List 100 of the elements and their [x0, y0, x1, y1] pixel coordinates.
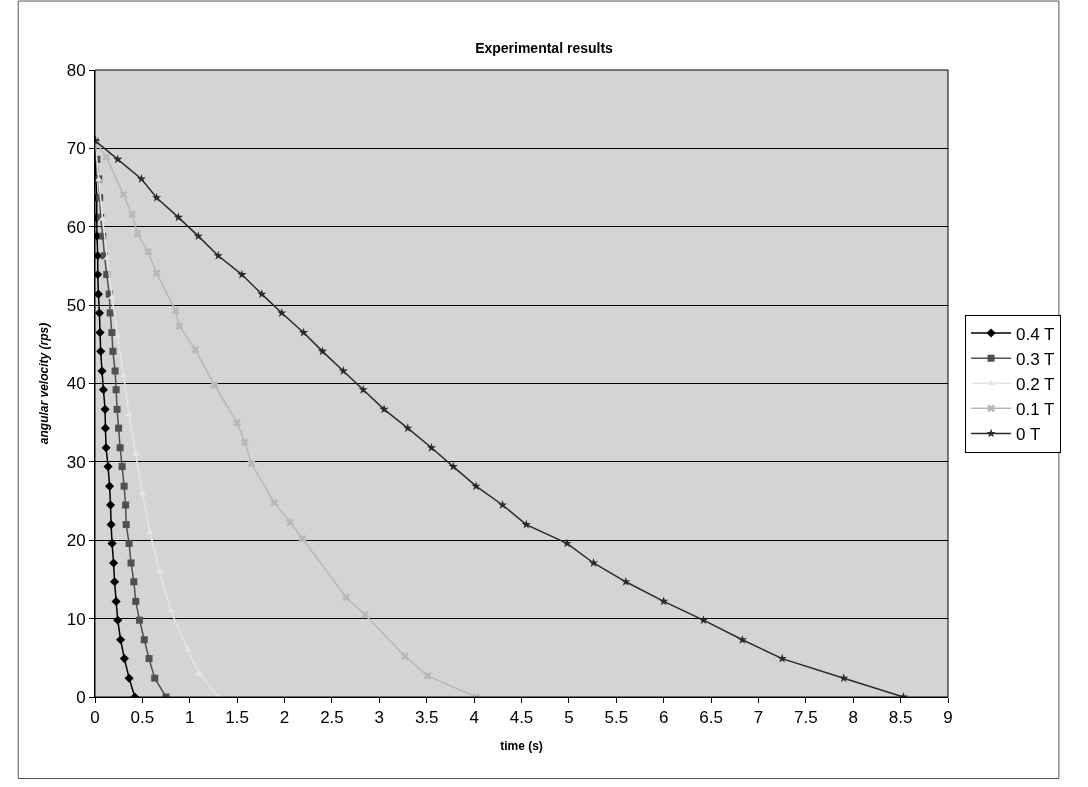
x-tick-label: 9 [943, 708, 953, 728]
point [144, 247, 153, 256]
x-tick-label: 2.5 [320, 708, 344, 728]
point [127, 559, 135, 567]
point [152, 269, 161, 277]
y-tick-label: 60 [66, 217, 86, 237]
point [210, 381, 219, 390]
point [379, 404, 389, 414]
point [100, 404, 110, 414]
point [562, 538, 572, 548]
point [113, 405, 121, 413]
point [96, 346, 106, 356]
point [130, 578, 138, 586]
point [361, 610, 370, 619]
point [317, 346, 328, 356]
point [423, 671, 432, 680]
x-tick-label: 1 [185, 708, 195, 728]
point [110, 577, 120, 587]
point [136, 616, 144, 624]
point [240, 438, 249, 447]
legend-label: 0.3 T [1016, 349, 1055, 369]
point [122, 521, 130, 529]
y-tick-label: 0 [76, 687, 86, 707]
point [151, 192, 162, 202]
point [257, 289, 267, 299]
point [122, 501, 130, 509]
point [108, 329, 116, 337]
point [125, 539, 133, 547]
point [95, 289, 103, 299]
x-tick-label: 0.5 [130, 708, 155, 728]
x-tick-label: 5.5 [604, 708, 629, 728]
legend-label: 0.4 T [1016, 324, 1055, 344]
y-axis-title: angular velocity (rps) [36, 322, 51, 445]
point [298, 327, 309, 337]
point [247, 459, 256, 468]
point [151, 674, 159, 682]
y-tick-label: 30 [66, 452, 86, 472]
y-tick-label: 80 [66, 60, 86, 80]
point [426, 442, 437, 452]
x-tick-label: 8 [848, 708, 858, 728]
y-tick-label: 50 [66, 296, 86, 316]
point [400, 652, 409, 661]
point [112, 386, 120, 394]
point [659, 596, 669, 606]
point [277, 308, 287, 317]
point [173, 212, 184, 222]
point [448, 461, 458, 471]
point [191, 345, 200, 354]
point [113, 154, 123, 164]
point [118, 463, 126, 471]
x-tick-label: 3 [374, 708, 385, 728]
point [358, 384, 368, 394]
point [103, 462, 113, 472]
x-tick-label: 2 [279, 708, 290, 728]
point [113, 615, 123, 625]
point [100, 423, 110, 433]
x-tick-label: 6 [658, 708, 669, 728]
y-tick-label: 40 [66, 374, 86, 394]
point [521, 519, 531, 529]
point [124, 673, 134, 683]
point [111, 596, 121, 606]
point [119, 654, 129, 664]
point [115, 424, 123, 432]
point [105, 481, 115, 491]
point [133, 229, 142, 238]
x-tick-label: 3.5 [414, 708, 439, 728]
point [95, 328, 105, 338]
point [101, 443, 111, 453]
point [233, 418, 242, 427]
point [111, 367, 119, 375]
y-tick-label: 10 [66, 609, 86, 629]
point [698, 615, 709, 625]
point [109, 347, 117, 355]
point [737, 634, 747, 644]
point [106, 309, 114, 317]
point [777, 653, 787, 663]
point [140, 636, 148, 644]
point [108, 293, 117, 300]
x-tick-label: 7.5 [794, 708, 818, 728]
point [175, 322, 184, 331]
point [119, 190, 128, 199]
point [128, 210, 136, 219]
point [136, 174, 147, 183]
point [237, 269, 247, 279]
point [98, 385, 108, 395]
point [109, 558, 119, 568]
x-tick-label: 8.5 [888, 708, 913, 728]
x-tick-label: 7 [753, 708, 764, 728]
point [621, 576, 631, 586]
point [497, 500, 508, 509]
x-tick-label: 1.5 [225, 708, 249, 728]
point [286, 518, 295, 527]
point [270, 498, 279, 507]
point [97, 366, 107, 376]
point [338, 366, 348, 375]
point [120, 482, 128, 490]
legend-label: 0.2 T [1016, 374, 1055, 394]
point [145, 655, 153, 663]
point [105, 500, 116, 510]
x-axis-title: time (s) [500, 739, 543, 754]
